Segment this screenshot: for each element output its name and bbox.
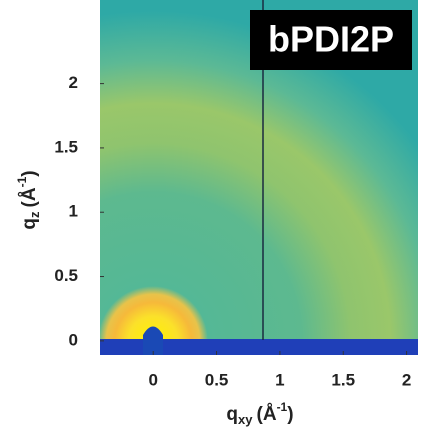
y-tick-label: 2 [69, 73, 78, 92]
x-tick-label: 0 [148, 370, 157, 389]
y-tick-label: 0 [69, 330, 78, 349]
y-tick-label: 1 [69, 202, 78, 221]
x-axis-label: qxy (Å-1) [226, 400, 293, 427]
x-tick-label: 1.5 [331, 370, 355, 389]
x-tick-label: 2 [402, 370, 411, 389]
sample-label: bPDI2P [268, 19, 394, 60]
label-box [250, 10, 412, 70]
x-tick-label: 1 [275, 370, 284, 389]
y-tick-label: 1.5 [54, 137, 78, 156]
y-tick-label: 0.5 [54, 266, 78, 285]
x-tick-label: 0.5 [205, 370, 229, 389]
y-axis-label: qz(Å-1) [15, 170, 42, 229]
